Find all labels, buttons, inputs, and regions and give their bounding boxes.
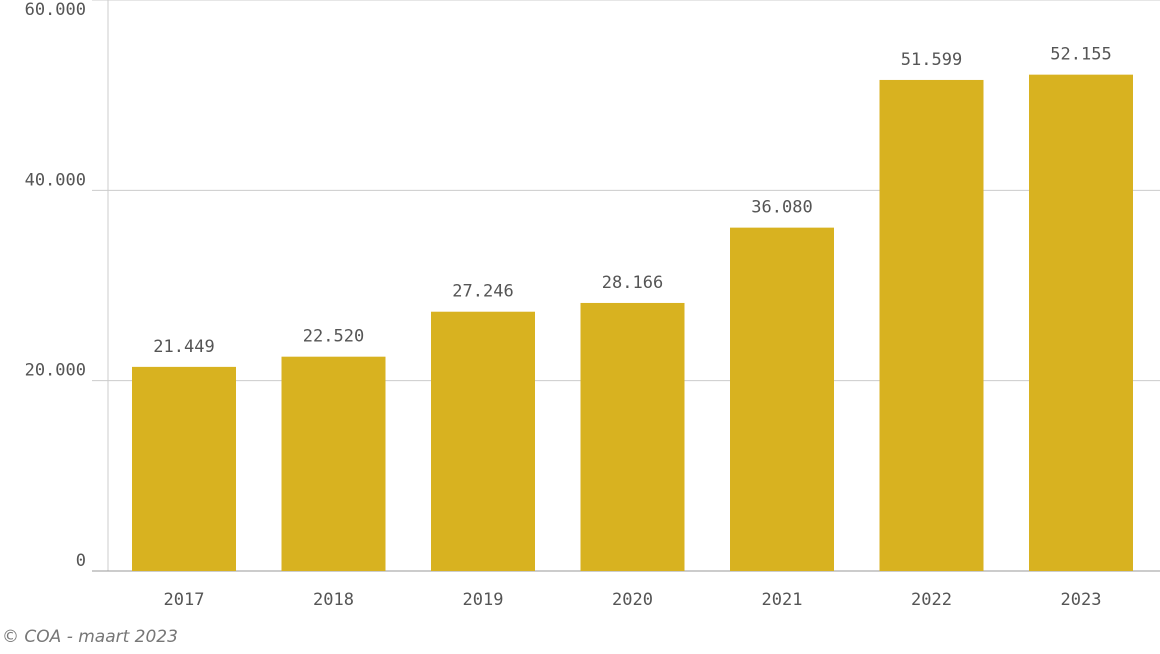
bar	[879, 79, 984, 571]
x-tick-label: 2017	[164, 590, 205, 610]
x-tick-label: 2022	[911, 590, 952, 610]
source-note: © COA - maart 2023	[2, 627, 178, 647]
value-label: 22.520	[303, 327, 364, 347]
x-tick-label: 2020	[612, 590, 653, 610]
y-tick-label: 40.000	[25, 170, 86, 190]
bar	[132, 366, 236, 571]
value-label: 51.599	[901, 50, 962, 70]
value-label: 36.080	[751, 198, 812, 218]
bar	[431, 311, 535, 571]
bar	[1029, 74, 1133, 571]
bar	[281, 356, 386, 571]
y-tick-label: 0	[76, 551, 86, 571]
value-label: 52.155	[1050, 45, 1111, 65]
x-tick-label: 2021	[762, 590, 803, 610]
value-label: 27.246	[452, 282, 513, 302]
y-tick-label: 20.000	[25, 361, 86, 381]
x-tick-label: 2018	[313, 590, 354, 610]
bar	[580, 302, 685, 571]
bar	[730, 227, 834, 571]
value-label: 28.166	[602, 273, 663, 293]
x-tick-label: 2023	[1061, 590, 1102, 610]
x-tick-label: 2019	[463, 590, 504, 610]
y-tick-label: 60.000	[25, 0, 86, 20]
value-label: 21.449	[153, 337, 214, 357]
